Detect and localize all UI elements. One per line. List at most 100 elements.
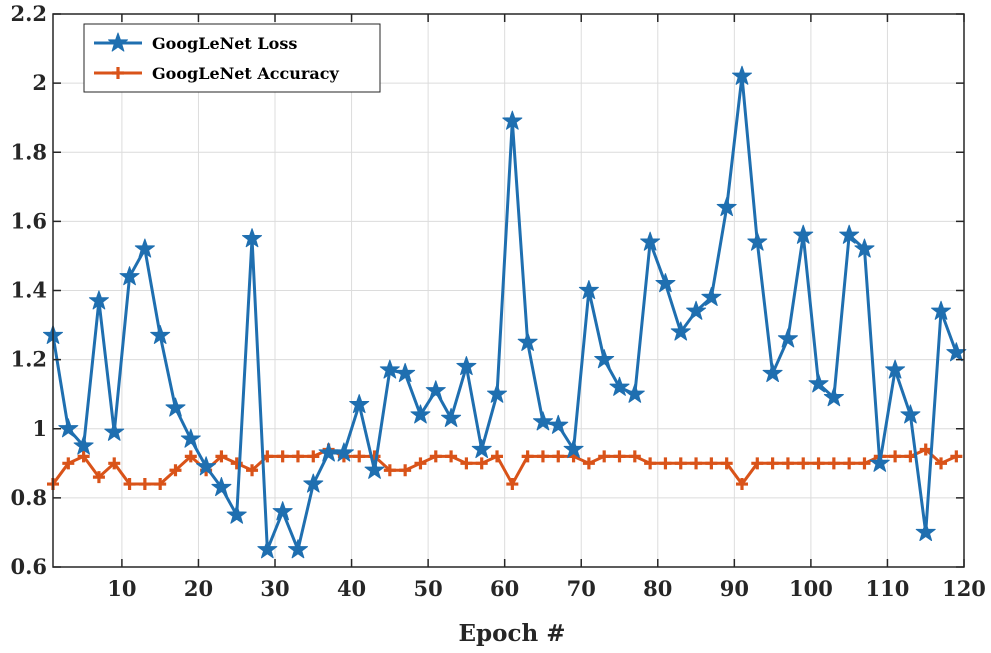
x-tick-label: 60 [490,576,519,601]
googlenet-loss-point [731,65,752,85]
googlenet-accuracy-point [889,450,902,463]
y-tick-label: 1 [32,416,47,441]
googlenet-accuracy-point [950,450,963,463]
googlenet-accuracy-point [445,450,458,463]
y-tick-label: 1.6 [10,208,47,233]
y-tick-label: 0.8 [10,485,47,510]
x-tick-label: 10 [107,576,136,601]
googlenet-accuracy-point [919,443,932,456]
y-tick-label: 0.6 [10,554,47,579]
googlenet-loss-point [211,477,232,497]
googlenet-accuracy-point [735,478,748,491]
googlenet-accuracy-point [674,457,687,470]
googlenet-loss-point [640,231,661,251]
googlenet-loss-point [854,238,875,258]
googlenet-accuracy-point [552,450,565,463]
googlenet-loss-point [900,404,921,424]
googlenet-loss-point [180,428,201,448]
googlenet-loss-point [793,224,814,244]
y-tick-label: 1.4 [10,278,47,303]
googlenet-accuracy-point [843,457,856,470]
googlenet-loss-point [242,228,263,248]
x-tick-label: 40 [337,576,366,601]
legend-box [83,23,381,93]
googlenet-accuracy-point [751,457,764,470]
googlenet-accuracy-point [291,450,304,463]
googlenet-loss-point [839,224,860,244]
googlenet-loss-point [915,521,936,542]
googlenet-accuracy-point [475,457,488,470]
googlenet-loss-line [51,74,958,552]
googlenet-loss-point [272,501,293,521]
googlenet-accuracy-point [644,457,657,470]
googlenet-loss-point [410,404,431,424]
x-tick-label: 50 [414,576,443,601]
googlenet-loss-point [885,359,906,379]
googlenet-loss-point [349,394,370,414]
googlenet-accuracy-point [827,457,840,470]
googlenet-loss-point [456,356,477,376]
x-tick-label: 100 [789,576,833,601]
googlenet-loss-point [58,418,79,438]
y-tick-label: 2.2 [10,1,47,26]
googlenet-accuracy-point [659,457,672,470]
y-tick-label: 1.8 [10,139,47,164]
googlenet-accuracy-point [414,457,427,470]
googlenet-accuracy-point [246,464,259,477]
googlenet-accuracy-point [781,457,794,470]
y-tick-label: 2 [32,70,47,95]
googlenet-loss-point [257,539,278,559]
googlenet-accuracy-point [720,457,733,470]
googlenet-loss-point [670,321,691,341]
googlenet-accuracy-point [797,457,810,470]
googlenet-accuracy-point [598,450,611,463]
googlenet-loss-point [379,359,400,379]
googlenet-loss-point [226,504,247,524]
x-tick-label: 70 [567,576,596,601]
googlenet-loss-point [701,286,722,306]
googlenet-loss-point [869,452,890,472]
googlenet-accuracy-point [521,450,534,463]
tick-labels: 10 20 30 40 50 60 70 80 90 100 110 120 0.6 0.8 1 1.2 1.4… [10,1,985,601]
googlenet-accuracy-point [307,450,320,463]
legend-plus-marker [112,67,124,79]
googlenet-loss-point [808,373,829,393]
googlenet-loss-point [548,414,569,434]
legend: GoogLeNet Loss GoogLeNet Accuracy [83,23,381,93]
legend-star-marker [107,32,129,52]
googlenet-loss-point [747,231,768,251]
googlenet-loss-point [823,387,844,407]
legend-marker-accuracy [112,67,124,79]
googlenet-loss-point [165,397,186,417]
googlenet-accuracy-point [184,450,197,463]
googlenet-loss-point [104,421,125,441]
series-group [42,65,967,559]
googlenet-accuracy-point [62,457,75,470]
googlenet-accuracy-point [613,450,626,463]
googlenet-loss-point [532,411,553,431]
googlenet-accuracy-point [858,457,871,470]
googlenet-loss-point [594,349,615,369]
googlenet-loss-point [716,197,737,217]
googlenet-accuracy-point [138,478,151,491]
googlenet-loss-point [578,280,599,300]
googlenet-accuracy-point [399,464,412,477]
googlenet-accuracy-point [92,471,105,484]
googlenet-accuracy-point [705,457,718,470]
googlenet-accuracy-point [812,457,825,470]
x-tick-label: 20 [184,576,213,601]
googlenet-accuracy-point [215,450,228,463]
googlenet-loss-point [502,110,523,130]
googlenet-accuracy-point [536,450,549,463]
googlenet-accuracy-point [276,450,289,463]
googlenet-accuracy-point [582,457,595,470]
googlenet-accuracy-point [108,457,121,470]
googlenet-loss-point [303,473,324,493]
googlenet-loss-point [88,290,109,310]
legend-label-loss: GoogLeNet Loss [152,34,297,53]
googlenet-loss-point [624,383,645,403]
googlenet-loss-point [487,383,508,403]
googlenet-loss-point [73,435,94,455]
